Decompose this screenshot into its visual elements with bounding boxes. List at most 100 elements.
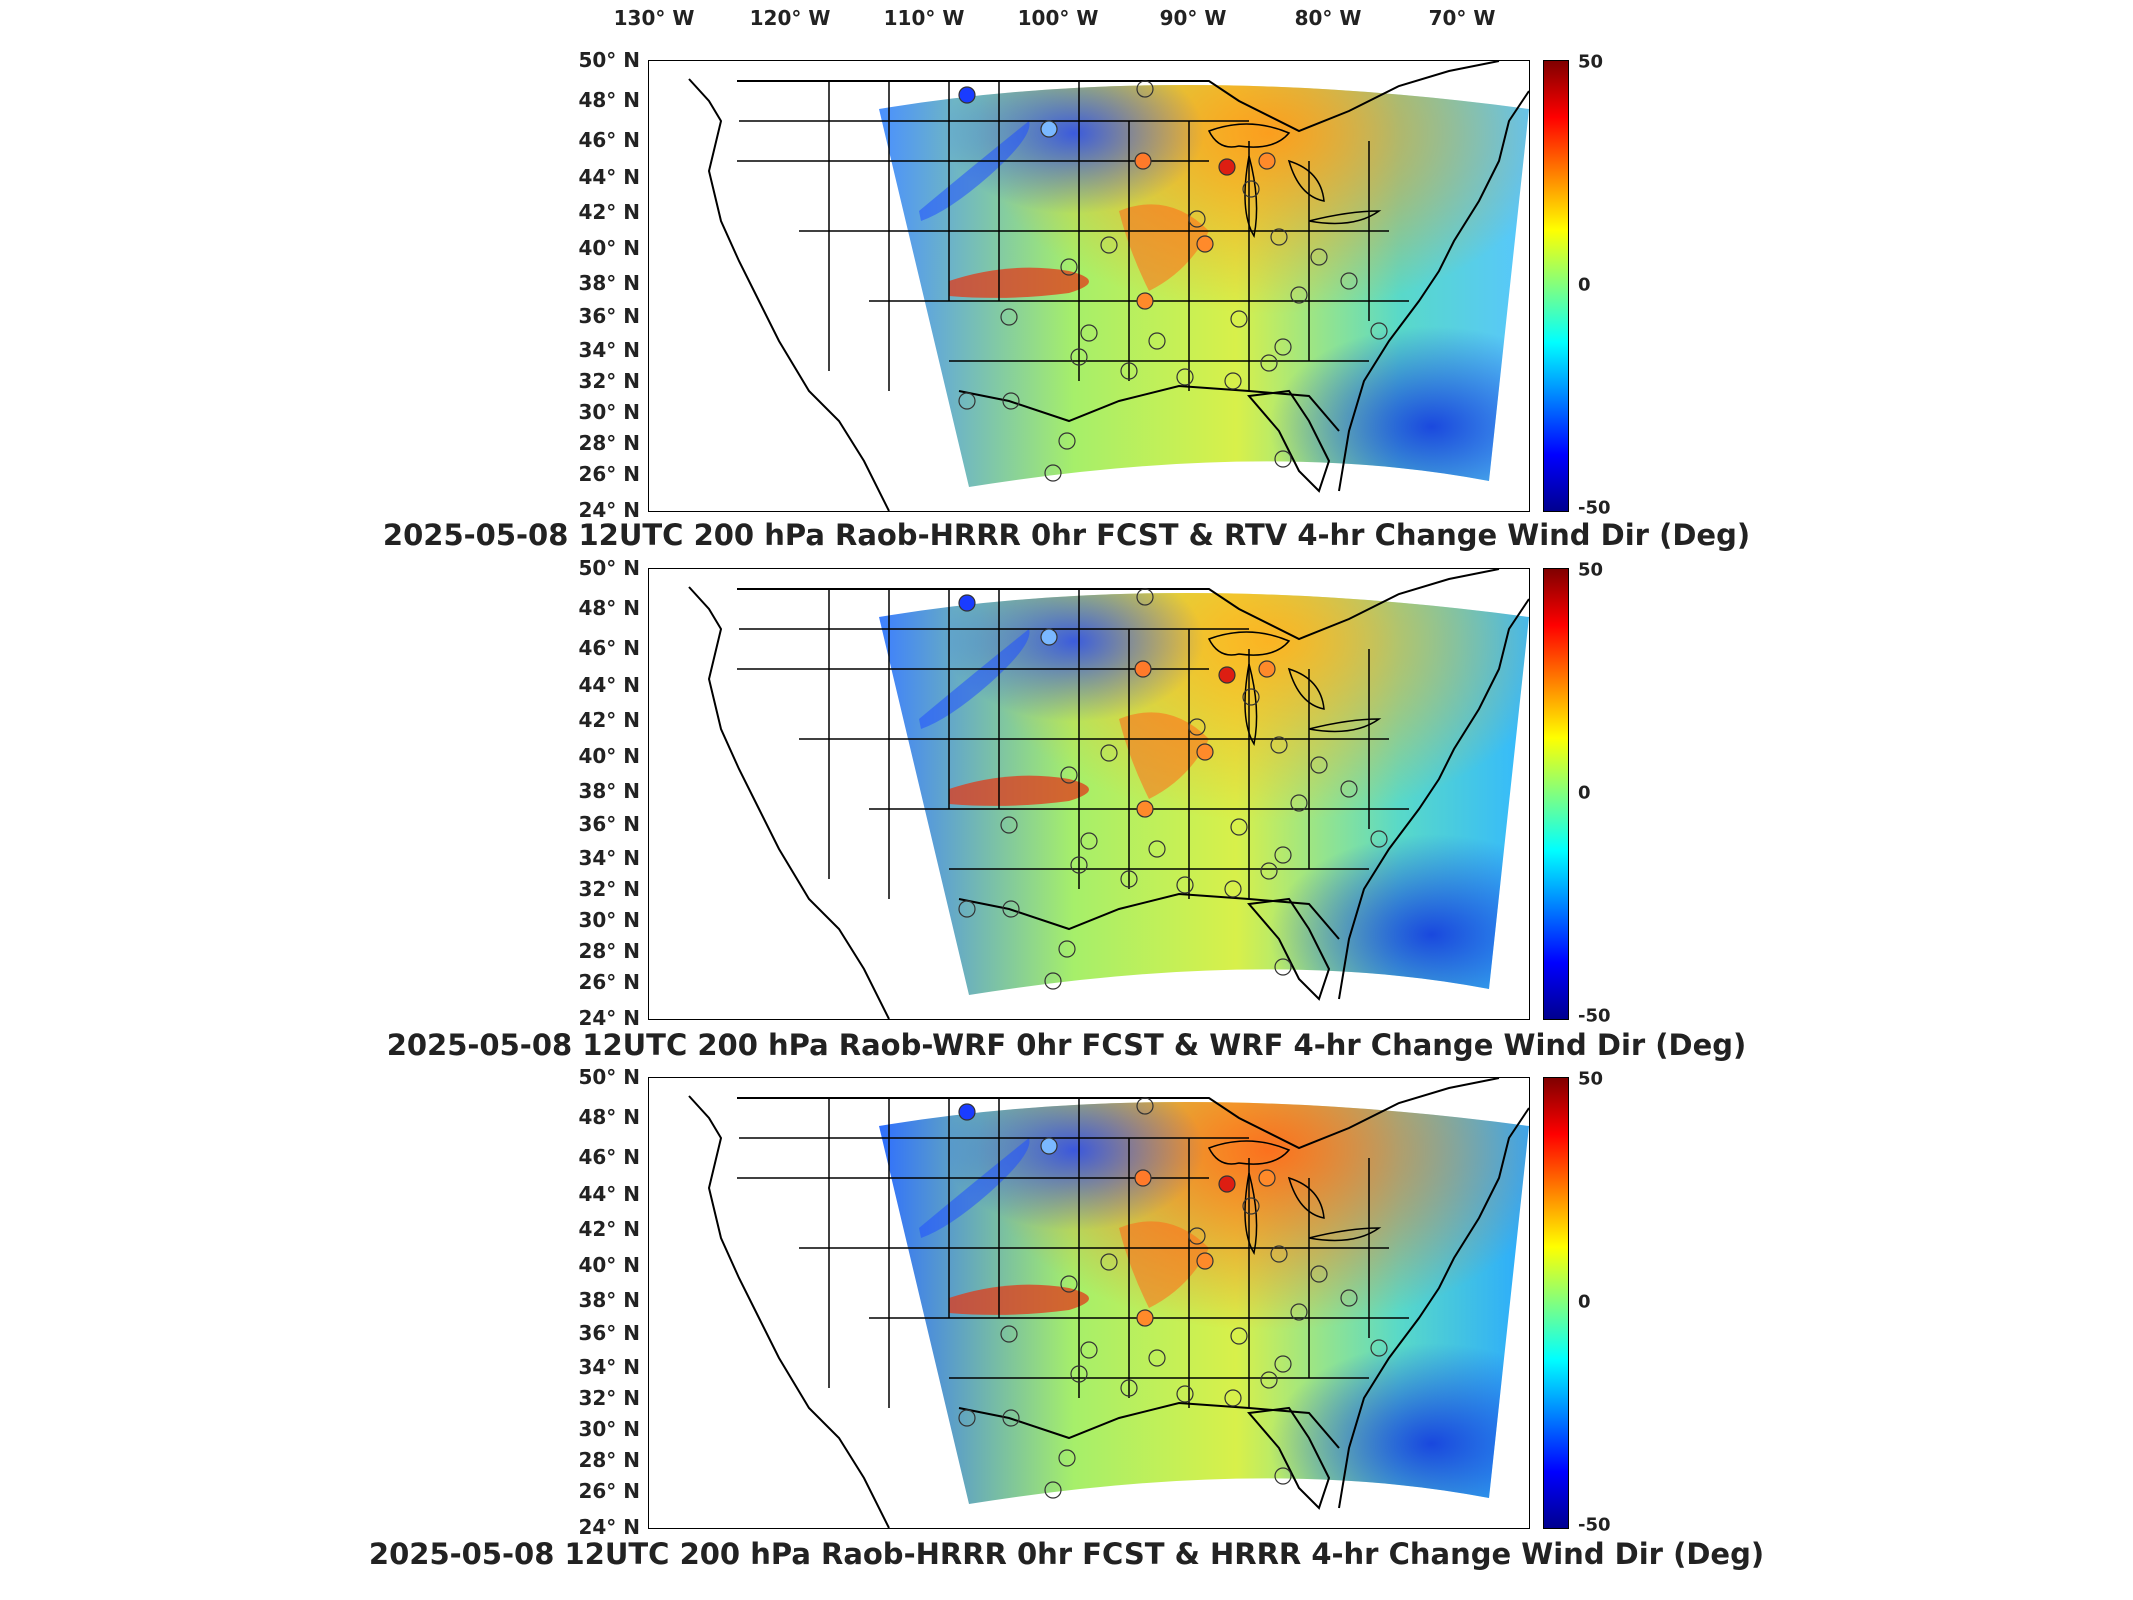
lat-label: 36° N (578, 812, 640, 836)
map-svg (688, 61, 1529, 511)
lat-label: 34° N (578, 338, 640, 362)
raob-station-marker (1274, 1467, 1292, 1485)
raob-station-marker (1370, 1339, 1388, 1357)
map-svg (688, 569, 1529, 1019)
raob-station-marker (1120, 362, 1138, 380)
raob-station-marker (1136, 80, 1154, 98)
raob-station-marker (1340, 1289, 1358, 1307)
lat-label: 36° N (578, 1321, 640, 1345)
raob-station-marker (1002, 900, 1020, 918)
raob-station-marker (1040, 1137, 1058, 1155)
lat-label: 28° N (578, 939, 640, 963)
raob-station-marker (958, 1409, 976, 1427)
raob-station-marker (1188, 1227, 1206, 1245)
panel-title: 2025-05-08 12UTC 200 hPa Raob-HRRR 0hr F… (382, 518, 1751, 552)
panel-title: 2025-05-08 12UTC 200 hPa Raob-WRF 0hr FC… (386, 1028, 1747, 1062)
raob-station-marker (1080, 324, 1098, 342)
lat-label: 44° N (578, 1182, 640, 1206)
raob-station-marker (1218, 1175, 1236, 1193)
raob-station-marker (1188, 210, 1206, 228)
lat-label: 50° N (578, 1065, 640, 1089)
raob-station-marker (1100, 744, 1118, 762)
raob-station-marker (958, 86, 976, 104)
raob-station-marker (1060, 766, 1078, 784)
raob-station-marker (1196, 1252, 1214, 1270)
lat-label: 34° N (578, 1355, 640, 1379)
map-panel-hrrr: 50° N 48° N 46° N 44° N 42° N 40° N 38° N 36° N… (0, 1065, 2133, 1585)
wind-direction-map (648, 60, 1530, 512)
colorbar-mid-label: 0 (1578, 274, 1591, 296)
raob-station-marker (1270, 736, 1288, 754)
raob-station-marker (1100, 236, 1118, 254)
raob-station-marker (1188, 718, 1206, 736)
colorbar (1543, 1077, 1569, 1529)
raob-station-marker (1058, 940, 1076, 958)
raob-station-marker (1002, 1409, 1020, 1427)
lat-label: 32° N (578, 1386, 640, 1410)
raob-station-marker (1060, 1275, 1078, 1293)
raob-station-marker (1080, 1341, 1098, 1359)
lat-label: 50° N (578, 556, 640, 580)
raob-station-marker (1242, 1197, 1260, 1215)
raob-station-marker (1260, 354, 1278, 372)
raob-station-marker (1136, 588, 1154, 606)
colorbar-max-label: 50 (1578, 51, 1604, 73)
raob-station-marker (1224, 372, 1242, 390)
lat-label: 30° N (578, 1417, 640, 1441)
lat-label: 44° N (578, 673, 640, 697)
lat-label: 40° N (578, 744, 640, 768)
lon-label-90w: 90° W (1159, 6, 1227, 30)
lon-label-70w: 70° W (1428, 6, 1496, 30)
raob-station-marker (1196, 743, 1214, 761)
raob-station-marker (1242, 688, 1260, 706)
raob-station-marker (1070, 1365, 1088, 1383)
lat-label: 34° N (578, 846, 640, 870)
raob-station-marker (1148, 840, 1166, 858)
colorbar-mid-label: 0 (1578, 1291, 1591, 1313)
wind-direction-map (648, 1077, 1530, 1529)
map-panel-rtv: 50° N 48° N 46° N 44° N 42° N 40° N 38° N 36° N… (0, 48, 2133, 568)
east-coastline (1338, 1107, 1529, 1509)
lon-label-80w: 80° W (1294, 6, 1362, 30)
west-coastline (688, 78, 890, 511)
raob-station-marker (958, 594, 976, 612)
lat-label: 36° N (578, 304, 640, 328)
raob-station-marker (1058, 432, 1076, 450)
wind-direction-map (648, 568, 1530, 1020)
colorbar-min-label: -50 (1578, 1514, 1611, 1536)
raob-station-marker (1274, 450, 1292, 468)
raob-station-marker (1310, 1265, 1328, 1283)
lat-label: 42° N (578, 708, 640, 732)
raob-station-marker (1000, 1325, 1018, 1343)
raob-station-marker (1148, 1349, 1166, 1367)
raob-station-marker (1070, 856, 1088, 874)
raob-station-marker (1000, 816, 1018, 834)
raob-station-marker (1310, 756, 1328, 774)
lat-label: 30° N (578, 908, 640, 932)
raob-station-marker (958, 1103, 976, 1121)
raob-station-marker (1258, 1169, 1276, 1187)
raob-station-marker (1136, 1309, 1154, 1327)
lat-label: 24° N (578, 1006, 640, 1030)
lat-label: 40° N (578, 1253, 640, 1277)
raob-station-marker (1370, 322, 1388, 340)
raob-station-marker (1176, 1385, 1194, 1403)
raob-station-marker (1270, 1245, 1288, 1263)
raob-station-marker (1274, 846, 1292, 864)
lat-label: 50° N (578, 48, 640, 72)
raob-station-marker (1290, 794, 1308, 812)
lat-label: 46° N (578, 1145, 640, 1169)
lat-label: 38° N (578, 271, 640, 295)
map-svg (688, 1078, 1529, 1528)
raob-station-marker (1176, 876, 1194, 894)
raob-station-marker (1044, 1481, 1062, 1499)
longitude-axis: 130° W 120° W 110° W 100° W 90° W 80° W … (0, 0, 2133, 40)
raob-station-marker (1274, 958, 1292, 976)
raob-station-marker (1340, 272, 1358, 290)
raob-station-marker (1290, 1303, 1308, 1321)
east-coastline (1338, 598, 1529, 1000)
raob-station-marker (1270, 228, 1288, 246)
raob-station-marker (1060, 258, 1078, 276)
raob-station-marker (1224, 880, 1242, 898)
lat-label: 28° N (578, 431, 640, 455)
